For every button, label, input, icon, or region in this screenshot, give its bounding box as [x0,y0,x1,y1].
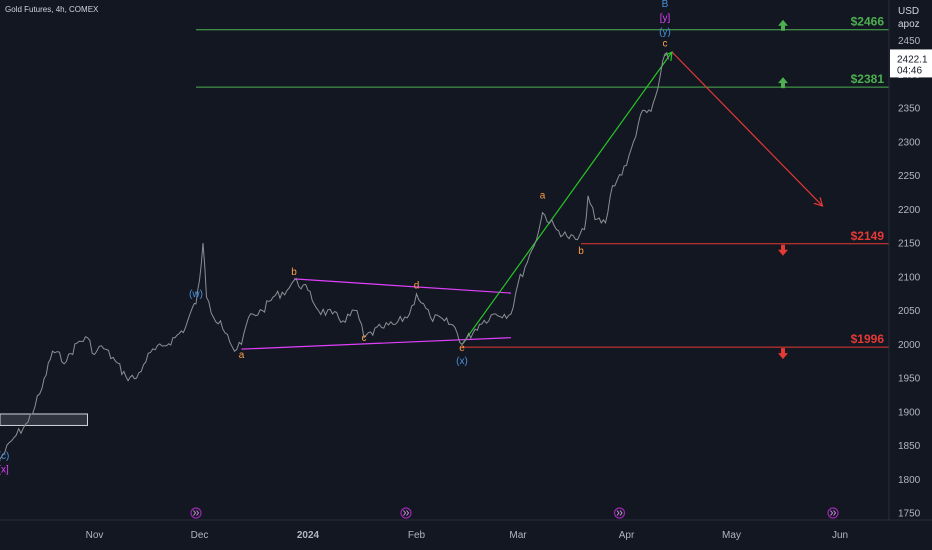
x-tick-label: Jun [832,530,848,541]
wave-label: c [663,39,668,50]
wave-label: B [662,0,669,10]
price-axis[interactable]: 2450240023502300225022002150210020502000… [898,36,921,520]
wave-label: a [540,191,546,202]
wave-label: [y] [660,13,671,24]
arrow-up-icon [778,77,788,89]
wave-label: (y) [659,27,671,38]
price-line [0,51,669,460]
wave-label: b [291,267,297,278]
y-tick-label: 2050 [898,306,921,317]
wave-label: a [239,350,245,361]
axis-header: USD apoz [898,5,920,31]
wave-label: d [414,280,420,291]
x-tick-label: Nov [86,530,104,541]
event-icon[interactable] [827,507,839,519]
wave-label: c [362,333,367,344]
wave-label: b [578,246,584,257]
x-tick-label: Feb [408,530,426,541]
x-tick-label: May [722,530,741,541]
y-tick-label: 2350 [898,104,921,115]
countdown-label: 04:46 [897,65,922,76]
economic-events [190,507,839,519]
x-tick-label: Apr [619,530,635,541]
currency-label[interactable]: USD [898,6,920,17]
wave-label: e [459,343,465,354]
event-chevron-icon [616,510,623,516]
symbol-info: Gold Futures, 4h, COMEX [5,5,99,14]
wave-label: (x) [456,356,468,367]
impulse-line-line[interactable] [461,51,673,345]
event-chevron-icon [193,510,200,516]
y-tick-label: 2100 [898,272,921,283]
wave-label: (w) [189,289,203,300]
y-tick-label: 1900 [898,407,921,418]
projection-line[interactable] [671,51,823,207]
y-tick-label: 1750 [898,509,921,520]
x-tick-label: 2024 [297,530,320,541]
wave-label: (c) [0,451,9,462]
level-label-1996: $1996 [851,332,885,346]
arrow-down-icon [778,348,788,360]
event-icon[interactable] [613,507,626,519]
arrow-up-icon [778,19,788,31]
level-label-2466: $2466 [851,15,885,29]
event-chevron-icon [403,510,410,516]
event-icon[interactable] [190,507,202,519]
projection-arrowhead [813,197,824,207]
wave-label: [x] [0,465,9,476]
user-label: apoz [898,19,920,30]
price-levels: $2466 $2381 $2149 $1996 [196,15,889,360]
y-tick-label: 1850 [898,441,921,452]
current-price-marker: 2422.104:46 [890,49,932,78]
triangle-upper-line[interactable] [293,278,512,294]
y-tick-label: 2200 [898,205,921,216]
y-tick-label: 2300 [898,137,921,148]
level-label-2149: $2149 [851,229,885,243]
event-chevron-icon [830,510,837,516]
y-tick-label: 1800 [898,475,921,486]
consolidation-box[interactable] [0,413,88,426]
current-price-label: 2422.1 [897,54,928,65]
x-tick-label: Dec [191,530,209,541]
time-axis[interactable]: Nov Dec 2024 Feb Mar Apr May Jun [86,530,848,541]
x-tick-label: Mar [509,530,527,541]
event-icon[interactable] [400,507,412,519]
y-tick-label: 2450 [898,36,921,47]
price-series [0,51,669,460]
y-tick-label: 2150 [898,239,921,250]
y-tick-label: 1950 [898,374,921,385]
level-label-2381: $2381 [851,72,885,86]
y-tick-label: 2000 [898,340,921,351]
current-price-box[interactable] [890,49,932,78]
arrow-down-icon [778,244,788,256]
y-tick-label: 2250 [898,171,921,182]
